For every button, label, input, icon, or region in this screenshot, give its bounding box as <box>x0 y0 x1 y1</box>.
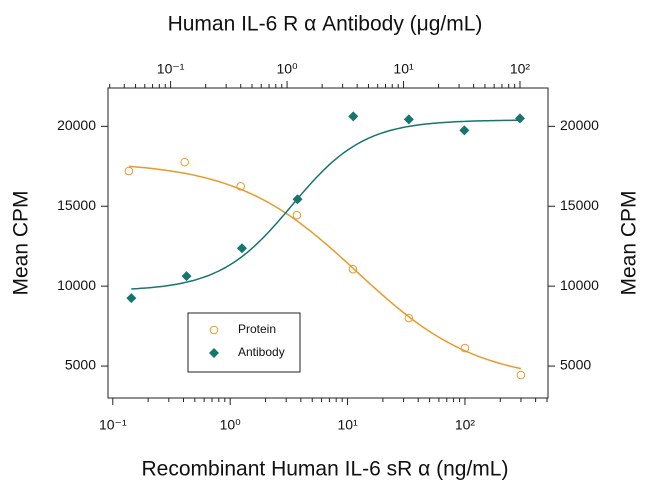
y-tick-label: 5000 <box>65 357 96 373</box>
legend-box <box>187 312 301 373</box>
legend-marker <box>209 348 219 358</box>
y2-axis-title: Mean CPM <box>618 190 641 295</box>
point <box>292 194 303 205</box>
x-axis-title: Recombinant Human IL-6 sR α (ng/mL) <box>142 458 509 481</box>
point <box>180 157 190 167</box>
fit-curve <box>131 119 520 290</box>
chart-title: Human IL-6 R α Antibody (μg/mL) <box>168 13 483 36</box>
point <box>348 264 358 274</box>
x-tick-label: 10⁻¹ <box>157 61 185 77</box>
point <box>348 111 359 122</box>
y-axis-title: Mean CPM <box>10 190 33 295</box>
y2-tick-label: 10000 <box>560 277 599 293</box>
x-tick-label: 10⁻¹ <box>99 417 127 433</box>
x-tick-label: 10⁰ <box>276 61 298 77</box>
legend-label: Protein <box>238 322 276 336</box>
y-tick-label: 20000 <box>57 117 96 133</box>
x-tick-label: 10⁰ <box>220 417 242 433</box>
y2-tick-label: 20000 <box>560 117 599 133</box>
legend-marker <box>209 325 219 335</box>
point <box>403 114 414 125</box>
point <box>126 293 137 304</box>
point <box>404 313 414 323</box>
y2-tick-label: 15000 <box>560 197 599 213</box>
point <box>236 243 247 254</box>
x-tick-label: 10² <box>455 417 476 433</box>
point <box>236 181 246 191</box>
fit-curve <box>128 165 522 370</box>
point <box>516 370 526 380</box>
point <box>292 210 302 220</box>
point <box>514 113 525 124</box>
legend-label: Antibody <box>238 345 285 359</box>
point <box>181 271 192 282</box>
y-tick-label: 10000 <box>57 277 96 293</box>
point <box>459 125 470 136</box>
plot-frame <box>107 87 549 399</box>
x-tick-label: 10² <box>510 61 531 77</box>
y-tick-label: 15000 <box>57 197 96 213</box>
x-tick-label: 10¹ <box>393 61 414 77</box>
y2-tick-label: 5000 <box>560 357 591 373</box>
point <box>124 166 134 176</box>
point <box>460 343 470 353</box>
x-tick-label: 10¹ <box>337 417 358 433</box>
